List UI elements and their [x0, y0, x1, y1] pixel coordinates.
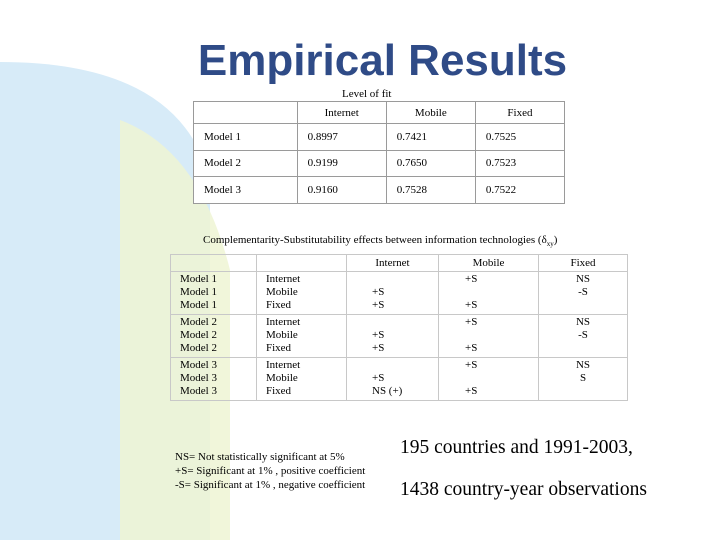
fit-header-cell — [193, 101, 298, 124]
fit-table: Internet Mobile Fixed Model 1 0.8997 0.7… — [193, 101, 566, 204]
effects-caption-subscript: xy — [546, 240, 554, 249]
note-line: NS= Not statistically significant at 5% — [175, 451, 345, 463]
fit-cell: Model 3 — [193, 176, 298, 204]
fit-header-cell: Mobile — [385, 101, 476, 124]
effects-internet-cell: +S +S — [346, 271, 439, 315]
note-line: +S= Significant at 1% , positive coeffic… — [175, 465, 366, 477]
table-row: Model 1 Model 1 Model 1 Internet Mobile … — [170, 271, 628, 315]
effects-mobile-cell: +S +S — [438, 357, 539, 401]
table-row: Model 3 Model 3 Model 3 Internet Mobile … — [170, 357, 628, 401]
fit-cell: Model 2 — [193, 149, 298, 178]
summary-observations: 1438 country-year observations — [400, 479, 647, 500]
effects-caption-end: ) — [553, 234, 558, 246]
effects-model-cell: Model 1 Model 1 Model 1 — [170, 271, 257, 315]
fit-header-cell: Fixed — [474, 101, 566, 124]
effects-table: Internet Mobile Fixed Model 1 Model 1 Mo… — [170, 254, 628, 401]
fit-cell: 0.7525 — [474, 123, 566, 151]
fit-cell: 0.7421 — [385, 123, 476, 151]
effects-header-cell: Internet — [346, 254, 439, 272]
effects-header-cell: Mobile — [438, 254, 539, 272]
effects-internet-cell: +S NS (+) — [346, 357, 439, 401]
effects-table-caption: Complementarity-Substitutability effects… — [203, 234, 557, 248]
effects-fixed-cell: NS S — [538, 357, 628, 401]
table-row: Model 3 0.9160 0.7528 0.7522 — [193, 176, 566, 204]
effects-model-cell: Model 3 Model 3 Model 3 — [170, 357, 257, 401]
summary-countries: 195 countries and 1991-2003, — [400, 437, 633, 458]
fit-table-caption: Level of fit — [342, 88, 392, 100]
effects-mobile-cell: +S +S — [438, 271, 539, 315]
effects-tech-cell: Internet Mobile Fixed — [256, 314, 347, 358]
fit-cell: 0.7650 — [385, 149, 476, 178]
fit-cell: 0.7523 — [474, 149, 566, 178]
fit-cell: Model 1 — [193, 123, 298, 151]
fit-cell: 0.7528 — [385, 176, 476, 204]
effects-model-cell: Model 2 Model 2 Model 2 — [170, 314, 257, 358]
fit-cell: 0.7522 — [474, 176, 566, 204]
effects-tech-cell: Internet Mobile Fixed — [256, 357, 347, 401]
fit-header-cell: Internet — [296, 101, 387, 124]
table-row: Model 1 0.8997 0.7421 0.7525 — [193, 123, 566, 151]
table-row: Model 2 0.9199 0.7650 0.7523 — [193, 149, 566, 178]
effects-fixed-cell: NS -S — [538, 271, 628, 315]
fit-table-header-row: Internet Mobile Fixed — [193, 101, 566, 124]
slide-title: Empirical Results — [197, 36, 568, 85]
fit-cell: 0.9199 — [296, 149, 387, 178]
effects-table-header-row: Internet Mobile Fixed — [170, 254, 628, 272]
fit-cell: 0.9160 — [296, 176, 387, 204]
effects-mobile-cell: +S +S — [438, 314, 539, 358]
significance-notes: NS= Not statistically significant at 5% … — [175, 450, 365, 492]
effects-caption-text: Complementarity-Substitutability effects… — [203, 234, 547, 246]
fit-cell: 0.8997 — [296, 123, 387, 151]
effects-fixed-cell: NS -S — [538, 314, 628, 358]
effects-header-cell — [170, 254, 257, 272]
effects-header-cell: Fixed — [538, 254, 628, 272]
table-row: Model 2 Model 2 Model 2 Internet Mobile … — [170, 314, 628, 358]
effects-tech-cell: Internet Mobile Fixed — [256, 271, 347, 315]
note-line: -S= Significant at 1% , negative coeffic… — [175, 479, 366, 491]
effects-internet-cell: +S +S — [346, 314, 439, 358]
effects-header-cell — [256, 254, 347, 272]
